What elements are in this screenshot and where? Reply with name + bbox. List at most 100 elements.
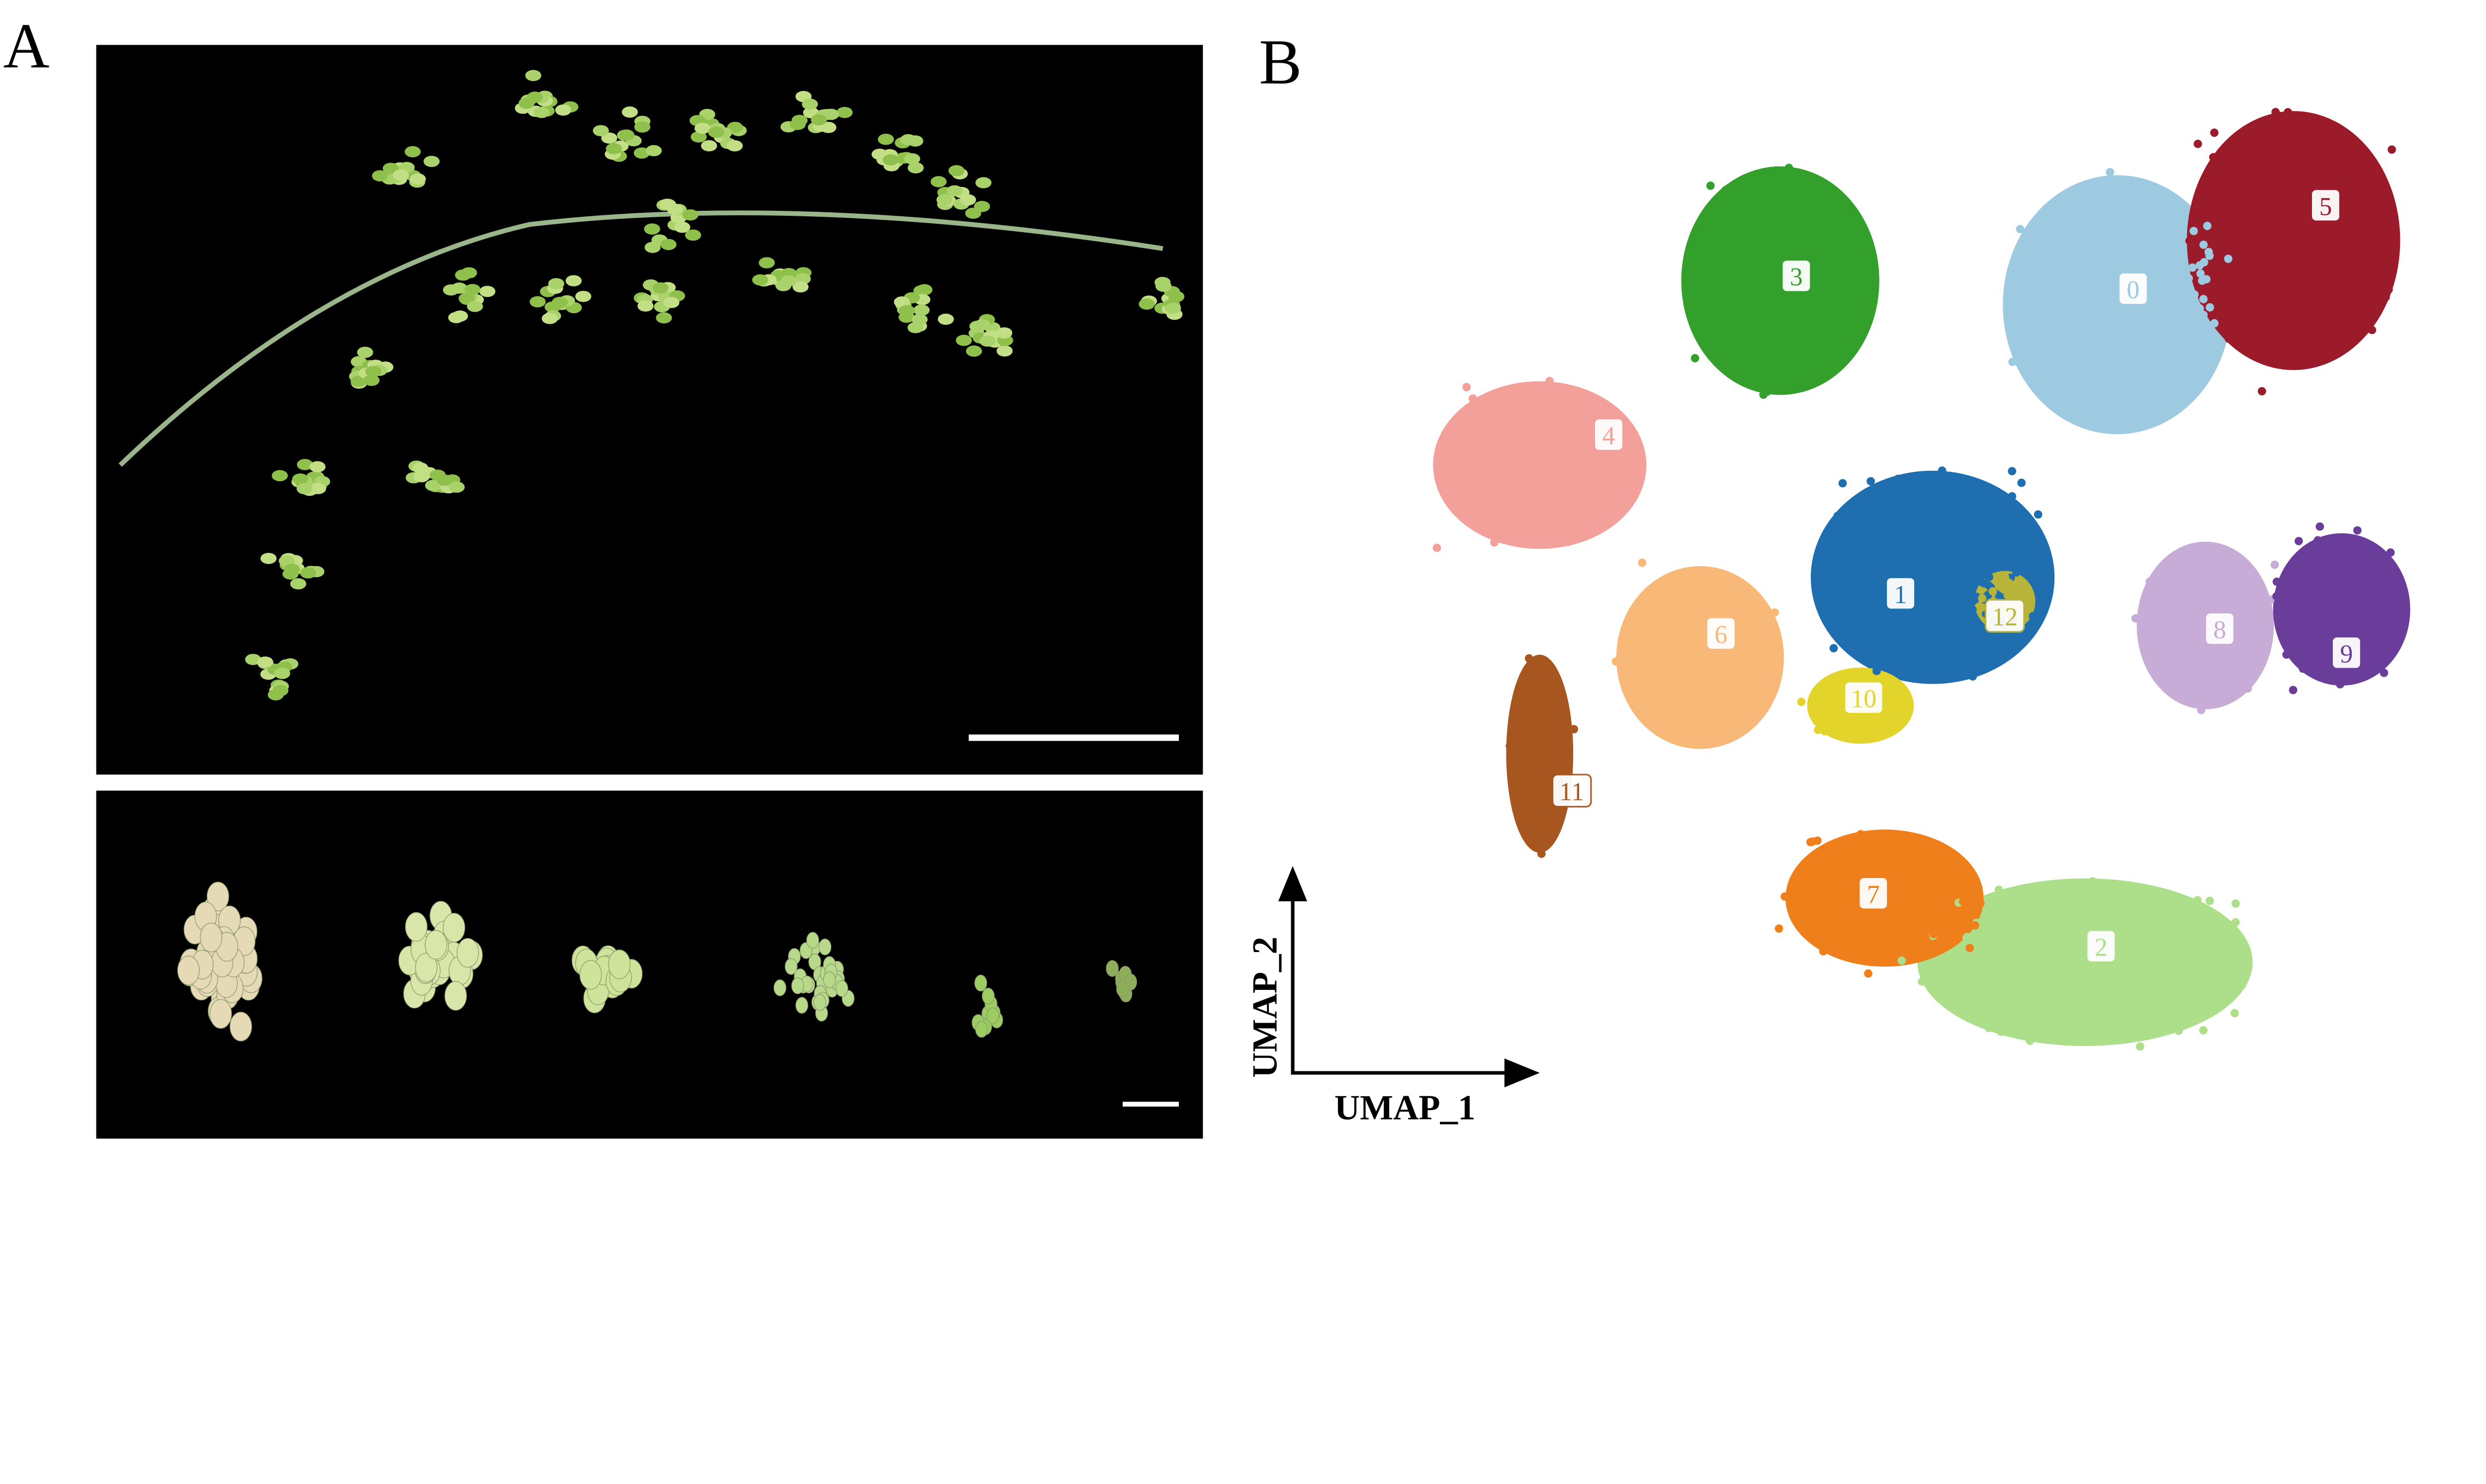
berry [292,473,308,485]
cell-point-4 [1500,490,1509,499]
cell-point-1 [1968,672,1977,681]
cell-point-2 [2031,950,2040,959]
cell-point-5 [2252,269,2261,278]
cell-point-3 [1718,275,1727,283]
cell-point-9 [2353,526,2362,535]
cell-point-2 [1972,974,1980,983]
cell-point-2 [2063,1011,2072,1020]
berry [836,106,853,118]
cell-point-8 [2220,647,2229,656]
cell-point-9 [2387,649,2396,658]
cell-point-2 [2038,1002,2047,1011]
cell-point-1 [1993,496,2002,504]
cell-point-11 [1542,759,1551,768]
panel-b-label: B [1259,26,1302,97]
cell-point-0 [2039,229,2047,238]
cell-point-6 [1721,678,1730,687]
cell-point-1 [1976,652,1985,661]
cell-point-8 [2186,575,2195,584]
cell-point-5 [2319,227,2328,236]
cell-point-3 [1791,299,1800,308]
cell-point-1 [1859,607,1867,616]
cell-point-1 [1902,567,1911,576]
cell-point-5 [2331,338,2340,347]
cell-point-9 [2282,650,2291,659]
cell-point-0 [2035,306,2044,314]
cell-point-6 [1677,608,1686,617]
cell-point-4 [1507,522,1515,530]
cell-point-1 [1993,503,2002,512]
cell-point-0 [2166,304,2175,312]
cell-point-1 [1967,587,1976,596]
berry [271,470,288,482]
berry [593,125,609,137]
cell-point-5 [2269,248,2278,257]
berry [565,275,582,287]
cell-point-6 [1703,712,1712,721]
cell-point-0 [2141,213,2150,222]
berry [618,129,634,141]
cell-point-3 [1792,195,1800,204]
cell-point-0 [2152,360,2161,369]
cell-point-5 [2301,220,2309,229]
cell-point-7 [1854,920,1863,928]
cell-point-1 [1977,631,1986,640]
cell-point-6 [1691,699,1700,708]
cell-point-8 [2171,622,2180,631]
cell-point-0 [2092,311,2101,320]
cell-point-0 [2095,360,2104,369]
cell-point-1 [1943,498,1952,507]
cell-point-5 [2275,161,2284,170]
cell-point-11 [1524,654,1533,663]
grape [444,981,467,1011]
cell-point-3 [1785,312,1793,321]
cell-point-6 [1648,638,1657,647]
cell-point-8 [2217,573,2225,582]
cell-point-6 [1701,734,1710,743]
cell-point-5 [2307,245,2316,254]
cell-point-5 [2381,293,2390,302]
cell-point-1 [1936,536,1945,544]
cell-point-6 [1728,595,1737,604]
cell-point-5 [2257,387,2266,396]
cell-point-9 [2315,590,2324,599]
cell-point-1 [1945,519,1954,528]
cell-point-6 [1649,698,1658,707]
cell-point-0 [2204,248,2213,257]
cell-point-5 [2252,200,2261,209]
cell-point-1 [1930,517,1939,526]
cell-point-4 [1570,459,1579,468]
cell-point-5 [2286,167,2295,175]
cell-point-3 [1797,306,1806,315]
cell-point-5 [2289,202,2298,210]
cell-point-1 [1967,497,1976,506]
cell-point-6 [1669,618,1678,627]
cell-point-5 [2223,175,2232,184]
cell-point-4 [1552,460,1561,469]
cell-point-0 [2038,292,2047,301]
cell-point-5 [2271,129,2280,138]
cluster-label-11: 11 [1551,774,1592,808]
cell-point-9 [2301,565,2309,574]
cell-point-0 [2202,275,2211,284]
cell-point-1 [1886,502,1895,511]
cell-point-1 [1891,559,1900,568]
cell-point-1 [1826,567,1835,576]
cell-point-2 [2192,938,2201,946]
cell-point-5 [2251,287,2259,296]
cell-point-7 [1820,872,1829,880]
cell-point-9 [2282,593,2291,602]
cell-point-5 [2219,323,2228,332]
cell-point-11 [1543,729,1552,738]
cell-point-0 [2107,238,2115,246]
cell-point-4 [1513,475,1522,484]
cell-point-1 [1856,644,1865,653]
cell-point-2 [2003,943,2012,952]
cell-point-5 [2347,225,2356,234]
cell-point-6 [1641,653,1650,662]
grape [785,958,798,975]
cell-point-6 [1640,684,1649,693]
cell-point-0 [2106,168,2115,176]
cell-point-5 [2264,236,2273,245]
cell-point-6 [1711,598,1720,607]
